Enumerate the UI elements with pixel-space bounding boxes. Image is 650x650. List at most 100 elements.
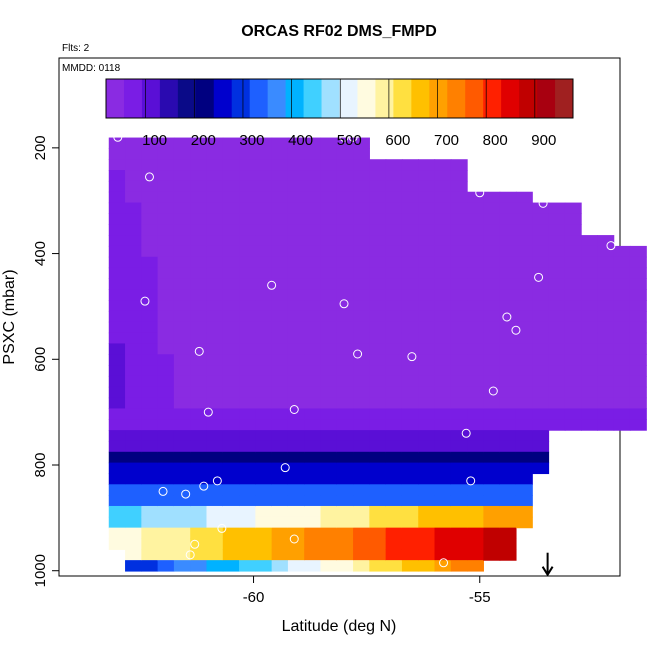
heatmap-cell [353,256,370,269]
heatmap-cell [304,289,322,301]
heatmap-cell [532,365,550,377]
heatmap-cell [206,159,224,171]
heatmap-cell [239,213,256,225]
heatmap-cell [564,365,582,377]
heatmap-cell [467,505,484,518]
heatmap-cell [353,148,370,160]
heatmap-cell [239,495,256,507]
heatmap-cell [255,495,273,507]
heatmap-cell [467,343,484,355]
heatmap-cell [385,549,403,561]
heatmap-cell [369,430,387,442]
heatmap-cell [190,191,208,204]
heatmap-cell [385,310,403,323]
heatmap-cell [336,495,354,507]
heatmap-cell [320,245,338,258]
heatmap-cell [271,408,289,420]
heatmap-cell [173,516,191,529]
heatmap-cell [206,527,224,540]
heatmap-cell [287,462,305,475]
heatmap-cell [613,289,631,301]
heatmap-cell [418,310,436,323]
heatmap-cell [239,159,256,171]
heatmap-cell [239,375,256,388]
heatmap-cell [287,560,305,572]
heatmap-cell [467,484,484,496]
heatmap-cell [173,505,191,518]
heatmap-cell [564,386,582,399]
heatmap-cell [450,365,468,377]
heatmap-cell [108,267,126,280]
heatmap-cell [157,375,175,388]
heatmap-cell [467,375,484,388]
heatmap-cell [499,397,517,410]
heatmap-cell [336,191,354,204]
heatmap-cell [206,505,224,518]
heatmap-cell [532,321,550,334]
y-tick-label: 600 [32,347,49,372]
heatmap-cell [271,300,289,312]
heatmap-cell [434,289,452,301]
heatmap-cell [173,495,191,507]
heatmap-cell [173,440,191,453]
heatmap-cell [450,321,468,334]
heatmap-cell [157,148,175,160]
heatmap-cell [173,235,191,247]
colorbar-segment [141,79,161,118]
heatmap-cell [304,245,322,258]
heatmap-cell [597,289,615,301]
heatmap-cell [369,473,387,485]
heatmap-cell [239,397,256,410]
heatmap-cell [401,538,419,550]
heatmap-cell [515,451,533,464]
heatmap-cell [385,419,403,431]
heatmap-cell [467,321,484,334]
heatmap-cell [108,256,126,269]
heatmap-cell [141,408,159,420]
heatmap-cell [125,256,142,269]
heatmap-cell [369,451,387,464]
heatmap-cell [434,430,452,442]
heatmap-cell [499,505,517,518]
heatmap-cell [581,354,598,366]
heatmap-cell [320,473,338,485]
heatmap-cell [157,430,175,442]
heatmap-cell [125,202,142,214]
heatmap-cell [499,289,517,301]
heatmap-cell [515,332,533,345]
heatmap-cell [401,191,419,204]
heatmap-cell [401,202,419,214]
heatmap-cell [597,332,615,345]
colorbar-segment [447,79,466,118]
heatmap-cell [271,256,289,269]
heatmap-cell [287,419,305,431]
heatmap-cell [548,343,566,355]
heatmap-cell [141,549,159,561]
heatmap-cell [467,300,484,312]
heatmap-cell [548,213,566,225]
heatmap-cell [532,300,550,312]
heatmap-cell [141,159,159,171]
heatmap-cell [418,473,436,485]
heatmap-cell [287,267,305,280]
heatmap-cell [532,310,550,323]
heatmap-cell [450,527,468,540]
heatmap-cell [271,495,289,507]
heatmap-cell [467,419,484,431]
heatmap-cell [190,495,208,507]
heatmap-cell [613,300,631,312]
heatmap-cell [450,343,468,355]
heatmap-cell [548,419,566,431]
heatmap-cell [613,245,631,258]
heatmap-cell [385,267,403,280]
heatmap-cell [515,397,533,410]
heatmap-cell [369,310,387,323]
heatmap-cell [255,235,273,247]
heatmap-cell [239,354,256,366]
heatmap-cell [613,332,631,345]
heatmap-cell [336,440,354,453]
heatmap-cell [499,235,517,247]
heatmap-cell [401,180,419,193]
heatmap-cell [401,224,419,236]
heatmap-cell [222,213,240,225]
